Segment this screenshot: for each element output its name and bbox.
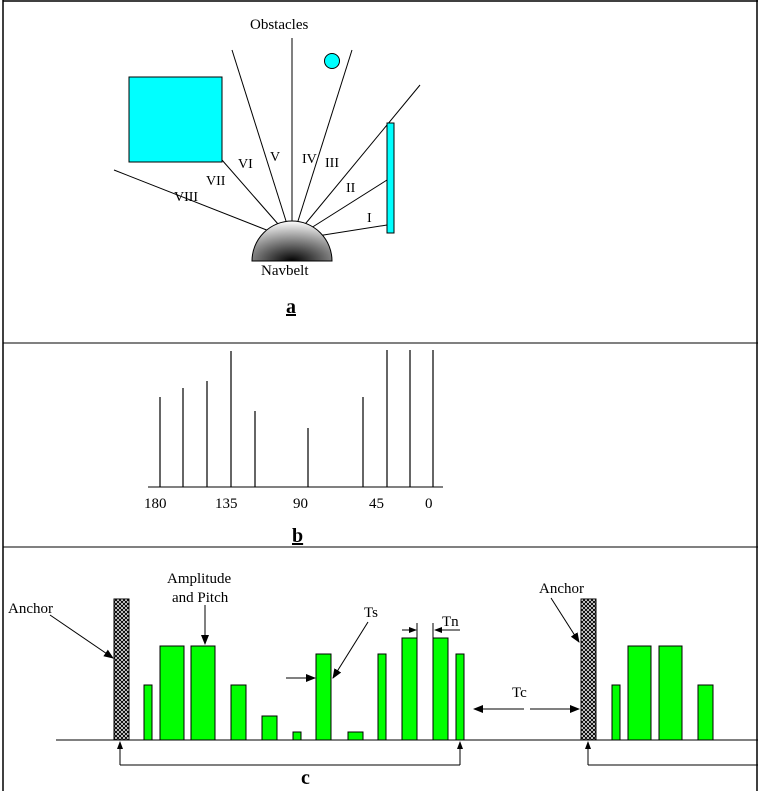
pulse xyxy=(627,645,652,741)
anchor-pulse-left xyxy=(113,598,130,741)
pitch-label: and Pitch xyxy=(172,590,229,606)
pulse xyxy=(455,653,465,741)
sector-label-2: II xyxy=(346,181,356,196)
sector-label-5: V xyxy=(270,150,280,165)
caption-b: b xyxy=(292,525,303,547)
beam-line xyxy=(291,49,353,241)
anchor-pulse-right xyxy=(580,598,597,741)
obstacle-wall xyxy=(386,122,395,234)
pulse xyxy=(315,653,332,741)
sector-label-4: IV xyxy=(302,152,317,167)
caption-c: c xyxy=(301,767,310,789)
pulse xyxy=(292,731,302,741)
pulse xyxy=(377,653,387,741)
pulse xyxy=(611,684,621,741)
ts-label: Ts xyxy=(364,605,378,621)
panel-c: Anchor Amplitude and Pitch Ts Tn Tc Anch… xyxy=(8,571,758,789)
pulse-train-2 xyxy=(611,645,714,741)
navbelt-shape xyxy=(251,220,333,262)
caption-a: a xyxy=(286,296,296,318)
tick-0: 0 xyxy=(425,496,433,512)
obstacle-circle xyxy=(324,53,340,69)
pulse xyxy=(159,645,185,741)
tn-label: Tn xyxy=(442,614,459,630)
sector-label-6: VI xyxy=(238,157,253,172)
pulse xyxy=(143,684,153,741)
obstacle-square xyxy=(128,76,223,163)
tick-45: 45 xyxy=(369,496,384,512)
pulse xyxy=(697,684,714,741)
pulse xyxy=(432,637,449,741)
pulse xyxy=(401,637,418,741)
amplitude-label: Amplitude xyxy=(167,571,232,587)
pulse xyxy=(658,645,683,741)
navbelt-label: Navbelt xyxy=(261,263,309,279)
tick-135: 135 xyxy=(215,496,238,512)
sector-label-3: III xyxy=(325,156,339,171)
sector-label-1: I xyxy=(367,211,372,226)
pulse xyxy=(347,731,364,741)
pulse xyxy=(230,684,247,741)
tick-90: 90 xyxy=(293,496,308,512)
tick-180: 180 xyxy=(144,496,167,512)
pulse xyxy=(190,645,216,741)
tc-label: Tc xyxy=(512,685,527,701)
beam-line xyxy=(113,169,293,241)
anchor-label-right: Anchor xyxy=(539,581,584,597)
b-bars xyxy=(159,350,434,487)
pulse-train-1 xyxy=(143,637,465,741)
sector-label-7: VII xyxy=(206,174,226,189)
beam-line xyxy=(291,84,421,241)
ts-arrow-right xyxy=(332,621,369,679)
beam-line xyxy=(231,49,293,241)
sector-label-8: VIII xyxy=(174,190,198,205)
anchor-arrow-right xyxy=(550,597,580,643)
panel-b: 180 135 90 45 0 b xyxy=(144,350,443,547)
anchor-label-left: Anchor xyxy=(8,601,53,617)
anchor-arrow-left xyxy=(49,614,114,659)
panel-a: Obstacles Navbelt I II III IV V VI VII V… xyxy=(113,17,421,318)
obstacles-title: Obstacles xyxy=(250,17,308,33)
pulse xyxy=(261,715,278,741)
